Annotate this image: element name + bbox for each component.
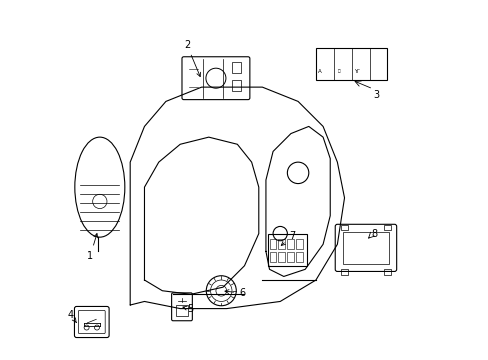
Bar — [231, 62, 241, 73]
Bar — [383, 225, 390, 230]
Text: 🚗: 🚗 — [337, 69, 340, 73]
Bar — [383, 269, 390, 275]
Bar — [296, 239, 302, 249]
Bar — [287, 252, 293, 262]
Text: 1: 1 — [87, 234, 98, 261]
Text: 5: 5 — [183, 304, 193, 314]
Bar — [278, 252, 285, 262]
Text: 6: 6 — [224, 288, 245, 298]
Text: 2: 2 — [183, 40, 200, 77]
Text: YΓ: YΓ — [353, 68, 359, 73]
Text: 4: 4 — [67, 310, 76, 323]
Bar — [315, 48, 386, 80]
Bar — [231, 80, 241, 91]
Bar — [176, 305, 188, 316]
Bar — [342, 232, 388, 264]
Bar — [287, 239, 293, 249]
Bar — [340, 269, 347, 275]
Bar — [267, 234, 306, 266]
Bar — [340, 225, 347, 230]
Bar — [296, 252, 302, 262]
Text: 3: 3 — [372, 90, 379, 100]
Bar — [269, 252, 275, 262]
Text: 8: 8 — [370, 229, 377, 239]
Text: 7: 7 — [281, 231, 295, 246]
Bar — [269, 239, 275, 249]
Bar — [278, 239, 285, 249]
Text: A: A — [318, 68, 322, 73]
